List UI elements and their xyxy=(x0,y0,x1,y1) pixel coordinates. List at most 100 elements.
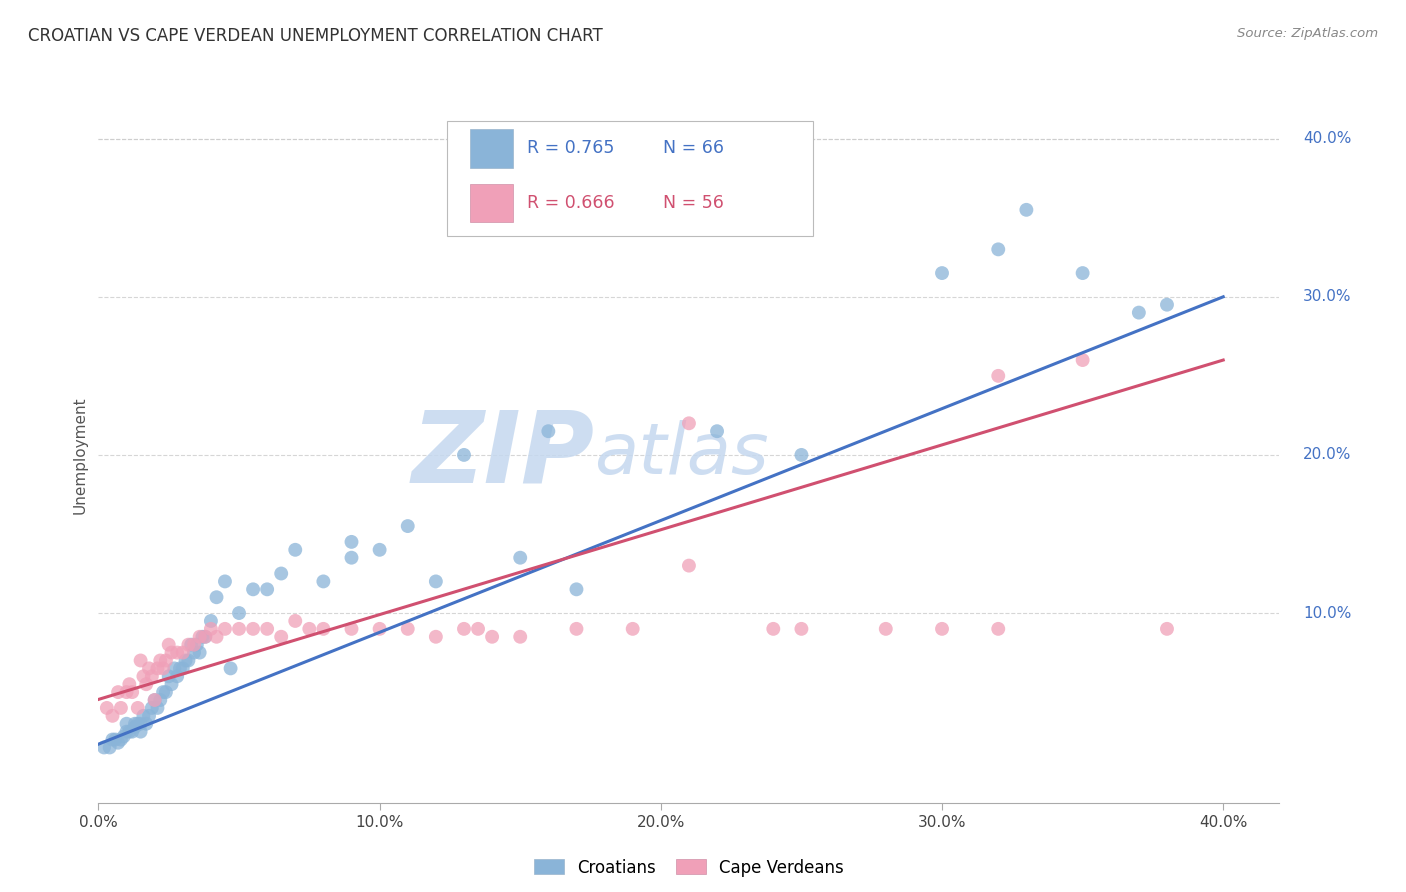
Text: R = 0.765: R = 0.765 xyxy=(527,139,614,157)
Point xyxy=(678,417,700,431)
Point xyxy=(132,708,155,723)
Point xyxy=(146,701,169,715)
Point xyxy=(987,368,1010,383)
Point xyxy=(425,574,447,589)
Point xyxy=(129,716,152,731)
Point xyxy=(135,677,157,691)
Point xyxy=(340,550,363,565)
Point xyxy=(177,653,200,667)
Point xyxy=(219,661,242,675)
Point xyxy=(368,542,391,557)
Point xyxy=(396,622,419,636)
Point xyxy=(242,582,264,597)
Point xyxy=(242,622,264,636)
Point xyxy=(129,724,152,739)
Point xyxy=(565,582,588,597)
Point xyxy=(790,448,813,462)
Point xyxy=(121,724,143,739)
Point xyxy=(191,630,214,644)
Point xyxy=(205,591,228,605)
Point xyxy=(790,622,813,636)
Point xyxy=(214,622,236,636)
Point xyxy=(183,638,205,652)
Point xyxy=(509,630,531,644)
Point xyxy=(284,542,307,557)
Point xyxy=(1071,266,1094,280)
Point xyxy=(115,716,138,731)
Point xyxy=(152,661,174,675)
Point xyxy=(101,732,124,747)
Point xyxy=(166,646,188,660)
Point xyxy=(110,732,132,747)
Point xyxy=(143,693,166,707)
Point xyxy=(188,630,211,644)
Point xyxy=(118,677,141,691)
Point xyxy=(104,732,127,747)
Text: Source: ZipAtlas.com: Source: ZipAtlas.com xyxy=(1237,27,1378,40)
Text: 10.0%: 10.0% xyxy=(1303,606,1351,621)
Point xyxy=(987,622,1010,636)
Point xyxy=(284,614,307,628)
Point xyxy=(186,638,208,652)
Point xyxy=(214,574,236,589)
Text: N = 56: N = 56 xyxy=(664,194,724,211)
Y-axis label: Unemployment: Unemployment xyxy=(72,396,87,514)
Point xyxy=(256,582,278,597)
Point xyxy=(762,622,785,636)
Point xyxy=(987,243,1010,257)
Point xyxy=(228,606,250,620)
Point xyxy=(115,685,138,699)
Point xyxy=(169,661,191,675)
Point xyxy=(200,622,222,636)
Point xyxy=(340,534,363,549)
Point xyxy=(180,638,202,652)
Text: N = 66: N = 66 xyxy=(664,139,724,157)
Point xyxy=(118,724,141,739)
Point xyxy=(298,622,321,636)
Point xyxy=(172,646,194,660)
Text: R = 0.666: R = 0.666 xyxy=(527,194,614,211)
Point xyxy=(340,622,363,636)
Point xyxy=(124,716,146,731)
Point xyxy=(1071,353,1094,368)
Point xyxy=(127,716,149,731)
Point xyxy=(107,736,129,750)
FancyBboxPatch shape xyxy=(471,184,513,222)
Point xyxy=(124,720,146,734)
Point xyxy=(200,614,222,628)
Point xyxy=(93,740,115,755)
Point xyxy=(112,730,135,744)
Point xyxy=(141,701,163,715)
Point xyxy=(537,424,560,438)
Point xyxy=(453,448,475,462)
FancyBboxPatch shape xyxy=(447,121,813,235)
Point xyxy=(143,693,166,707)
Point xyxy=(368,622,391,636)
Point xyxy=(194,630,217,644)
Point xyxy=(425,630,447,644)
Point xyxy=(146,661,169,675)
Point xyxy=(132,669,155,683)
Point xyxy=(228,622,250,636)
Point xyxy=(149,693,172,707)
Point xyxy=(138,708,160,723)
Point xyxy=(256,622,278,636)
Point xyxy=(177,638,200,652)
Point xyxy=(121,685,143,699)
Point xyxy=(396,519,419,533)
Point xyxy=(621,622,644,636)
Text: ZIP: ZIP xyxy=(412,407,595,503)
Point xyxy=(481,630,503,644)
Point xyxy=(115,724,138,739)
Point xyxy=(157,669,180,683)
Text: 30.0%: 30.0% xyxy=(1303,289,1351,304)
Point xyxy=(183,646,205,660)
Point xyxy=(270,566,292,581)
Point xyxy=(467,622,489,636)
Point xyxy=(141,669,163,683)
Point xyxy=(931,622,953,636)
Point xyxy=(129,653,152,667)
Point xyxy=(107,685,129,699)
Point xyxy=(453,622,475,636)
Text: 40.0%: 40.0% xyxy=(1303,131,1351,146)
